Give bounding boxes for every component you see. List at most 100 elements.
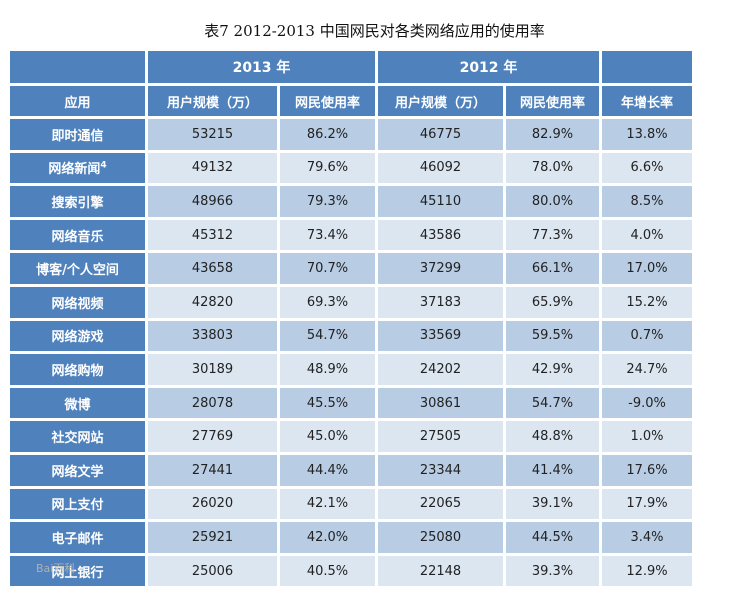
cell-users-2012: 45110 [378,186,503,217]
app-name: 社交网站 [51,431,104,447]
app-name: 网络游戏 [51,330,104,346]
cell-users-2013: 45312 [148,219,277,251]
cell-rate-2012: 82.9% [506,119,599,150]
col-header-growth: 年增长率 [602,86,692,116]
cell-growth: 1.0% [602,421,692,452]
table-row: 网络视频 42820 69.3% 37183 65.9% 15.2% [10,286,692,318]
cell-users-2012: 22065 [378,488,503,520]
footnote-marker: 4 [100,161,107,172]
cell-growth: -9.0% [602,387,692,419]
app-name: 网上支付 [51,498,104,514]
table-title: 表7 2012-2013 中国网民对各类网络应用的使用率 [204,22,545,40]
year-header-2012: 2012 年 [378,51,599,83]
cell-rate-2013: 54.7% [280,320,375,352]
cell-users-2012: 46092 [378,152,503,184]
cell-users-2012: 37183 [378,286,503,318]
cell-users-2013: 42820 [148,286,277,318]
baike-watermark: Bai百科 [36,562,76,575]
cell-growth: 12.9% [602,555,692,587]
app-name-cell: 网上支付 [10,488,145,520]
cell-rate-2012: 65.9% [506,286,599,318]
cell-users-2013: 53215 [148,119,277,150]
column-header-row: 应用 用户规模（万） 网民使用率 用户规模（万） 网民使用率 年增长率 [10,86,692,116]
cell-growth: 17.0% [602,253,692,284]
table-row: 网络音乐 45312 73.4% 43586 77.3% 4.0% [10,219,692,251]
cell-users-2012: 23344 [378,454,503,486]
cell-users-2013: 25921 [148,522,277,553]
col-header-users-2013: 用户规模（万） [148,86,277,116]
cell-rate-2012: 54.7% [506,387,599,419]
cell-users-2013: 27769 [148,421,277,452]
cell-rate-2013: 69.3% [280,286,375,318]
app-name-cell: 社交网站 [10,421,145,452]
app-name-cell: 博客/个人空间 [10,253,145,284]
app-name-cell: 网络视频 [10,286,145,318]
app-name: 网络文学 [51,464,104,480]
cell-users-2012: 22148 [378,555,503,587]
cell-users-2013: 26020 [148,488,277,520]
cell-users-2013: 30189 [148,354,277,385]
app-name-cell: 微博 [10,387,145,419]
cell-rate-2013: 40.5% [280,555,375,587]
cell-growth: 3.4% [602,522,692,553]
cell-users-2012: 46775 [378,119,503,150]
cell-rate-2013: 44.4% [280,454,375,486]
cell-growth: 17.6% [602,454,692,486]
cell-users-2013: 49132 [148,152,277,184]
cell-growth: 4.0% [602,219,692,251]
table-row: 网络新闻4 49132 79.6% 46092 78.0% 6.6% [10,152,692,184]
app-name-cell: 网络新闻4 [10,152,145,184]
app-name: 即时通信 [51,128,104,144]
app-name: 网上银行 [51,565,104,581]
cell-growth: 24.7% [602,354,692,385]
table-row: 社交网站 27769 45.0% 27505 48.8% 1.0% [10,421,692,452]
app-name: 微博 [64,397,91,413]
cell-users-2012: 33569 [378,320,503,352]
cell-users-2013: 48966 [148,186,277,217]
cell-rate-2012: 77.3% [506,219,599,251]
cell-rate-2012: 78.0% [506,152,599,184]
app-name-cell: 搜索引擎 [10,186,145,217]
col-header-rate-2012: 网民使用率 [506,86,599,116]
table-row: 网上银行 25006 40.5% 22148 39.3% 12.9% [10,555,692,587]
cell-rate-2012: 39.1% [506,488,599,520]
cell-rate-2012: 39.3% [506,555,599,587]
cell-users-2012: 27505 [378,421,503,452]
cell-rate-2012: 59.5% [506,320,599,352]
app-name-cell: 网上银行 [10,555,145,587]
table-row: 电子邮件 25921 42.0% 25080 44.5% 3.4% [10,522,692,553]
app-name-cell: 即时通信 [10,119,145,150]
col-header-users-2012: 用户规模（万） [378,86,503,116]
cell-users-2013: 25006 [148,555,277,587]
cell-users-2013: 27441 [148,454,277,486]
cell-growth: 15.2% [602,286,692,318]
cell-rate-2012: 80.0% [506,186,599,217]
app-name: 博客/个人空间 [36,263,119,279]
table-row: 网上支付 26020 42.1% 22065 39.1% 17.9% [10,488,692,520]
year-header-blank [10,51,145,83]
cell-rate-2012: 44.5% [506,522,599,553]
cell-rate-2013: 42.1% [280,488,375,520]
cell-users-2012: 30861 [378,387,503,419]
col-header-rate-2013: 网民使用率 [280,86,375,116]
cell-rate-2013: 79.6% [280,152,375,184]
app-name-cell: 网络文学 [10,454,145,486]
cell-rate-2013: 48.9% [280,354,375,385]
cell-rate-2012: 66.1% [506,253,599,284]
app-name: 网络购物 [51,363,104,379]
table-row: 即时通信 53215 86.2% 46775 82.9% 13.8% [10,119,692,150]
cell-rate-2012: 42.9% [506,354,599,385]
cell-growth: 0.7% [602,320,692,352]
cell-users-2012: 25080 [378,522,503,553]
table-row: 网络文学 27441 44.4% 23344 41.4% 17.6% [10,454,692,486]
table-row: 网络游戏 33803 54.7% 33569 59.5% 0.7% [10,320,692,352]
app-name: 电子邮件 [51,531,104,547]
app-name: 搜索引擎 [51,195,104,211]
cell-rate-2013: 70.7% [280,253,375,284]
cell-rate-2013: 45.0% [280,421,375,452]
app-name-cell: 网络音乐 [10,219,145,251]
cell-users-2013: 28078 [148,387,277,419]
cell-rate-2013: 79.3% [280,186,375,217]
table-row: 网络购物 30189 48.9% 24202 42.9% 24.7% [10,354,692,385]
cell-growth: 13.8% [602,119,692,150]
